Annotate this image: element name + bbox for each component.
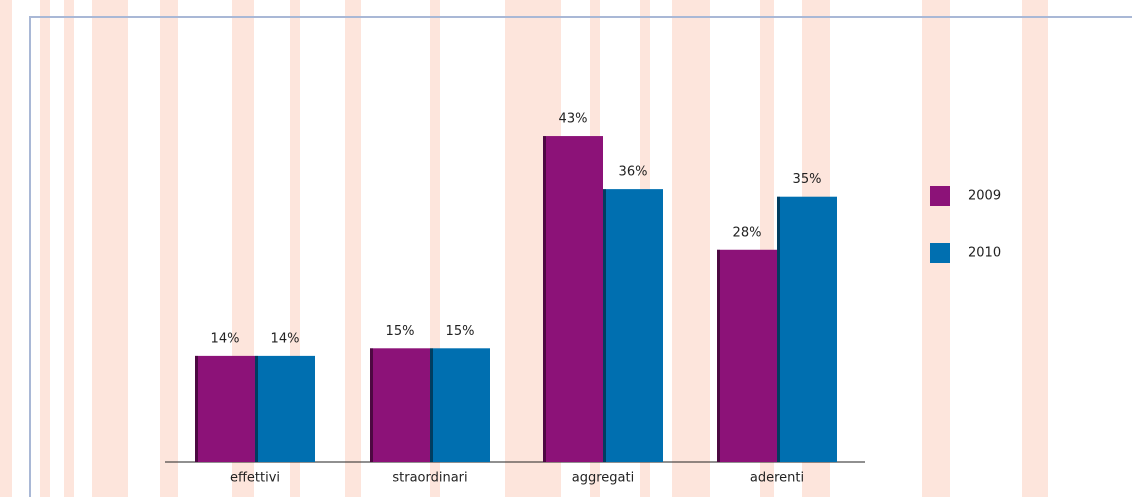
- x-tick-label: effettivi: [230, 471, 280, 486]
- legend-label: 2010: [968, 246, 1001, 261]
- bar: [430, 348, 490, 462]
- bar-edge: [370, 348, 373, 462]
- value-label: 36%: [619, 165, 648, 180]
- frame: [29, 16, 1132, 497]
- background-stripes: [0, 0, 1048, 497]
- bar: [777, 196, 837, 462]
- bar: [255, 355, 315, 462]
- bar-edge: [717, 249, 720, 462]
- bar: [543, 136, 603, 462]
- bar: [717, 249, 777, 462]
- value-label: 15%: [386, 324, 415, 339]
- value-label: 43%: [559, 112, 588, 127]
- x-tick-label: aderenti: [750, 471, 804, 486]
- value-label: 28%: [733, 225, 762, 240]
- bar-edge: [255, 355, 258, 462]
- bar-edge: [543, 136, 546, 462]
- x-tick-label: aggregati: [572, 471, 634, 486]
- legend-label: 2009: [968, 189, 1001, 204]
- bar: [195, 355, 255, 462]
- bar: [603, 189, 663, 462]
- value-label: 15%: [446, 324, 475, 339]
- bar-edge: [195, 355, 198, 462]
- bar-edge: [777, 196, 780, 462]
- legend-swatch: [930, 243, 950, 263]
- bar-edge: [430, 348, 433, 462]
- value-label: 14%: [211, 331, 240, 346]
- x-tick-label: straordinari: [392, 471, 467, 486]
- value-label: 35%: [793, 172, 822, 187]
- bar-edge: [603, 189, 606, 462]
- value-label: 14%: [271, 331, 300, 346]
- legend-swatch: [930, 186, 950, 206]
- bar: [370, 348, 430, 462]
